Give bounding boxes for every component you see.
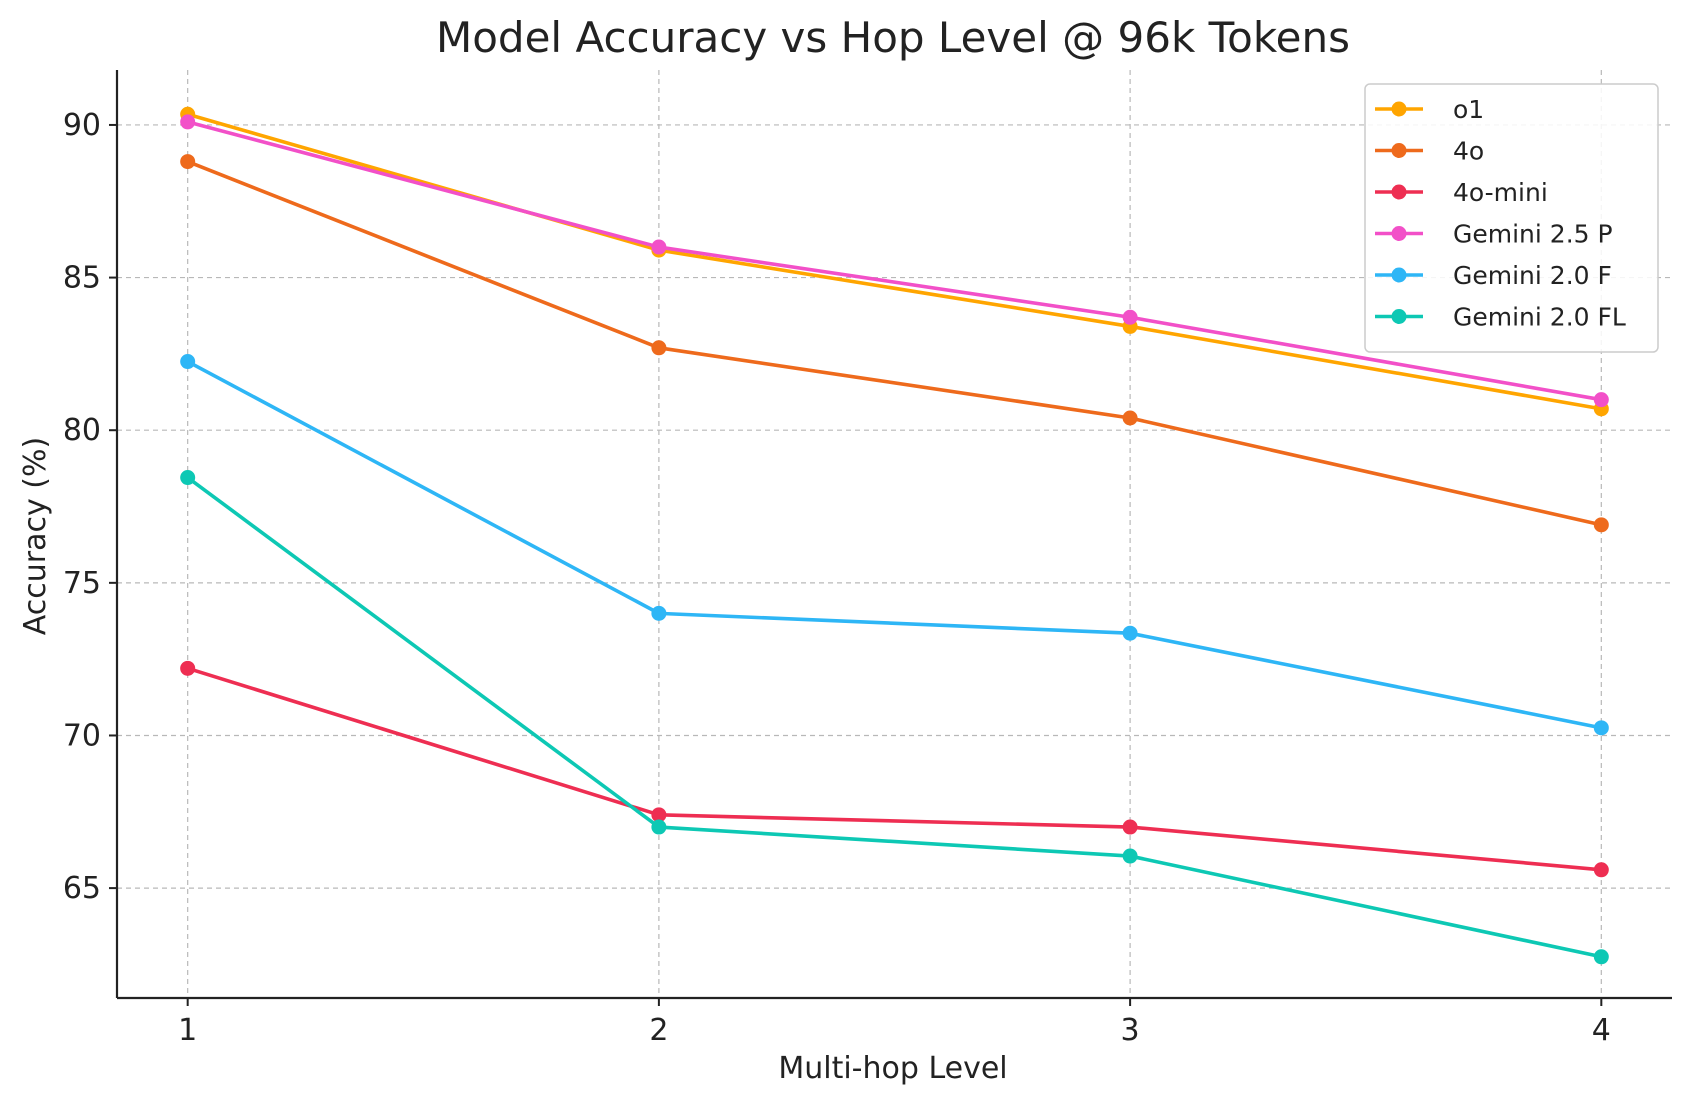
data-point xyxy=(1122,848,1138,864)
series-line xyxy=(185,120,1604,402)
legend-item: Gemini 2.0 FL xyxy=(1375,303,1626,332)
data-point xyxy=(180,154,196,170)
legend-label: o1 xyxy=(1453,95,1484,124)
chart-title: Model Accuracy vs Hop Level @ 96k Tokens xyxy=(436,13,1350,62)
data-point xyxy=(1593,517,1609,533)
data-point xyxy=(180,114,196,130)
legend-swatch-marker xyxy=(1391,184,1407,200)
x-axis-label: Multi-hop Level xyxy=(778,1051,1007,1086)
legend-item: 4o xyxy=(1375,137,1484,166)
legend-swatch-marker xyxy=(1391,101,1407,117)
legend-item: o1 xyxy=(1375,95,1484,124)
legend-label: Gemini 2.0 F xyxy=(1453,261,1612,290)
y-axis-label: Accuracy (%) xyxy=(18,437,53,635)
series-4o-mini xyxy=(180,660,1609,878)
legend-swatch-marker xyxy=(1391,267,1407,283)
data-point xyxy=(651,605,667,621)
y-tick-label: 70 xyxy=(63,718,101,753)
x-tick-label: 3 xyxy=(1121,1013,1140,1048)
y-tick-label: 85 xyxy=(63,261,101,296)
data-point xyxy=(180,660,196,676)
legend-swatch-marker xyxy=(1391,226,1407,241)
data-point xyxy=(1593,720,1609,736)
series-line xyxy=(185,475,1604,959)
axes: 65 70 75 80 85 90 1 2 3 4 xyxy=(63,70,1672,1048)
legend: o1 4o 4o-mini Gemini 2.5 P Gemini 2.0 F Gemin… xyxy=(1364,83,1659,353)
y-tick-label: 75 xyxy=(63,566,101,601)
data-point xyxy=(651,239,667,255)
data-point xyxy=(1593,392,1609,408)
legend-label: 4o-mini xyxy=(1453,178,1548,207)
series-gemini-2-5-p xyxy=(180,114,1609,408)
series-4o xyxy=(180,154,1609,533)
data-point xyxy=(1122,309,1138,325)
x-tick-label: 2 xyxy=(649,1013,668,1048)
series-gemini-2-0-f xyxy=(180,354,1609,736)
data-point xyxy=(651,819,667,835)
legend-swatch-marker xyxy=(1391,143,1407,158)
data-point xyxy=(180,354,196,370)
y-tick-label: 90 xyxy=(63,108,101,143)
legend-item: 4o-mini xyxy=(1375,178,1548,207)
y-tick-label: 80 xyxy=(63,413,101,448)
series-line xyxy=(185,159,1604,527)
data-point xyxy=(1593,862,1609,878)
legend-label: Gemini 2.5 P xyxy=(1453,220,1613,249)
legend-label: Gemini 2.0 FL xyxy=(1453,303,1626,332)
series-gemini-2-0-fl xyxy=(180,470,1609,965)
series-line xyxy=(185,359,1604,730)
legend-swatch-marker xyxy=(1391,309,1407,324)
series-line xyxy=(185,666,1604,872)
y-tick-label: 65 xyxy=(63,871,101,906)
series-lines xyxy=(180,106,1609,965)
data-point xyxy=(1122,410,1138,426)
data-point xyxy=(1122,625,1138,641)
legend-item: Gemini 2.0 F xyxy=(1375,261,1612,290)
data-point xyxy=(1122,819,1138,835)
data-point xyxy=(1593,949,1609,965)
x-tick-label: 4 xyxy=(1592,1013,1611,1048)
legend-box xyxy=(1364,83,1659,353)
legend-label: 4o xyxy=(1453,137,1484,166)
data-point xyxy=(651,340,667,356)
series-line xyxy=(185,112,1604,411)
x-tick-label: 1 xyxy=(178,1013,197,1048)
data-point xyxy=(651,807,667,823)
legend-item: Gemini 2.5 P xyxy=(1375,220,1613,249)
data-point xyxy=(180,470,196,486)
